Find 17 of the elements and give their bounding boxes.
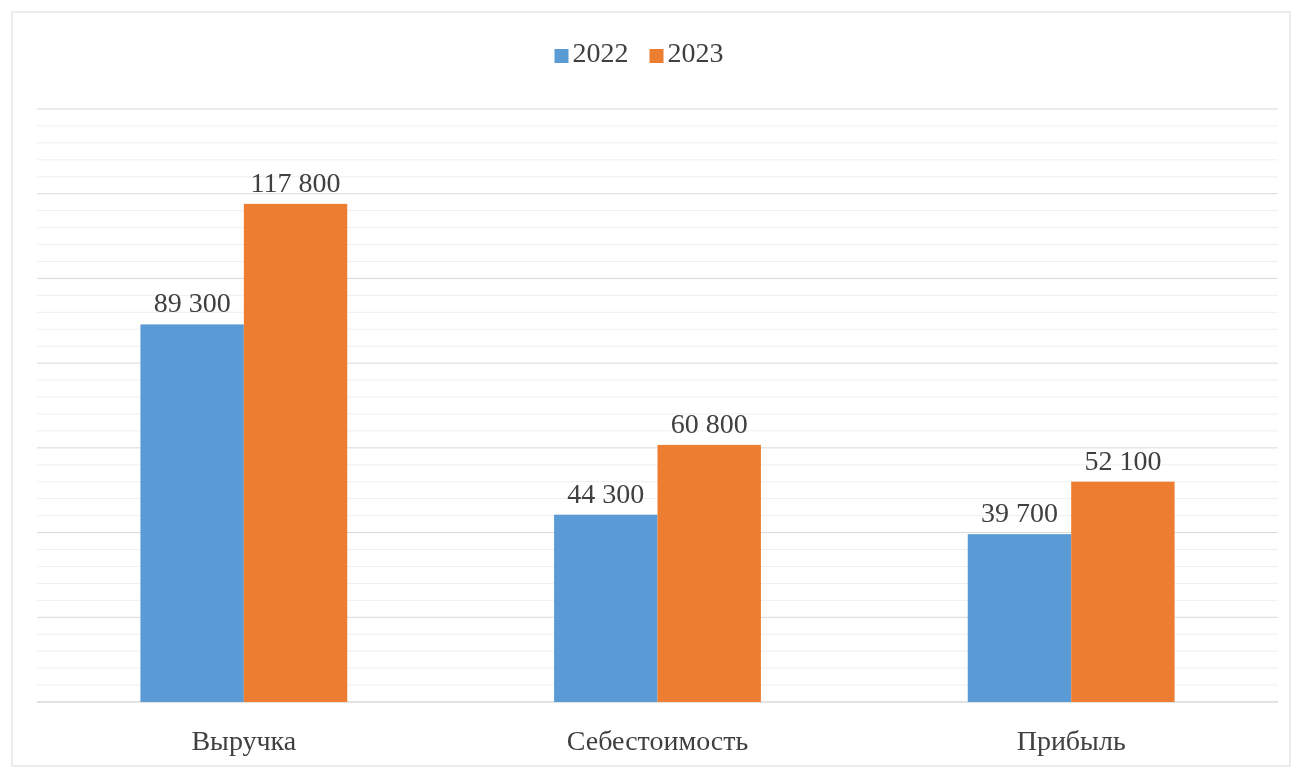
bar <box>657 444 761 702</box>
data-label: 117 800 <box>250 166 341 198</box>
bar <box>140 324 244 702</box>
data-label: 39 700 <box>980 497 1058 529</box>
bar <box>243 203 348 702</box>
legend-label: 2023 <box>667 37 724 69</box>
bar <box>967 534 1072 702</box>
data-label: 60 800 <box>670 407 748 439</box>
x-tick-label: Прибыль <box>1016 725 1126 756</box>
data-label: 52 100 <box>1084 444 1162 476</box>
x-tick-label: Выручка <box>191 725 297 756</box>
legend-label: 2022 <box>572 37 629 69</box>
bar <box>1071 481 1175 702</box>
data-label: 89 300 <box>153 287 231 319</box>
x-tick-label: Себестоимость <box>566 725 749 756</box>
bar <box>554 514 658 702</box>
data-label: 44 300 <box>567 477 645 509</box>
